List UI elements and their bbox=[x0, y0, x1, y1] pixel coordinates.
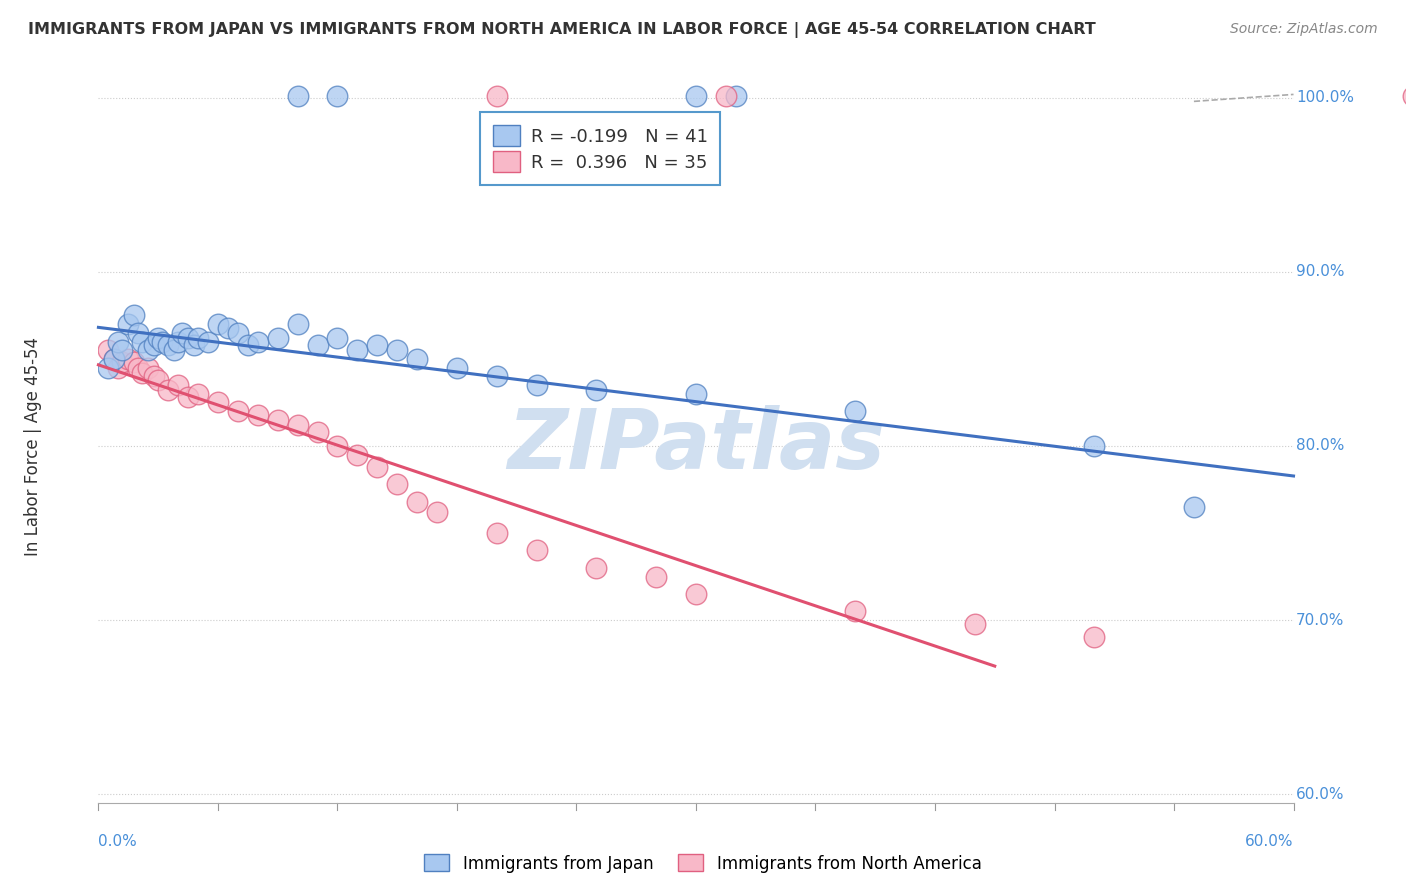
Point bbox=[366, 459, 388, 474]
Point bbox=[187, 386, 209, 401]
Point bbox=[167, 378, 190, 392]
Point bbox=[187, 331, 209, 345]
Point bbox=[150, 334, 173, 349]
Point bbox=[385, 477, 409, 491]
Text: Source: ZipAtlas.com: Source: ZipAtlas.com bbox=[1230, 22, 1378, 37]
Point bbox=[406, 351, 429, 366]
Point bbox=[148, 373, 170, 387]
Point bbox=[685, 386, 707, 401]
Text: 0.0%: 0.0% bbox=[98, 834, 138, 849]
Point bbox=[207, 317, 229, 331]
Text: ZIPatlas: ZIPatlas bbox=[508, 406, 884, 486]
Point bbox=[585, 384, 607, 398]
Point bbox=[307, 425, 329, 439]
Point bbox=[526, 543, 548, 558]
Point bbox=[177, 331, 200, 345]
Point bbox=[485, 369, 508, 384]
Point bbox=[685, 587, 707, 601]
Point bbox=[183, 338, 205, 352]
Point bbox=[326, 89, 349, 103]
Point bbox=[963, 616, 986, 631]
Text: In Labor Force | Age 45-54: In Labor Force | Age 45-54 bbox=[24, 336, 42, 556]
Point bbox=[124, 309, 146, 323]
Point bbox=[127, 326, 149, 340]
Point bbox=[307, 338, 329, 352]
Point bbox=[724, 89, 747, 103]
Point bbox=[485, 526, 508, 541]
Point bbox=[207, 395, 229, 409]
Point bbox=[685, 89, 707, 103]
Point bbox=[97, 343, 120, 358]
Legend: R = -0.199   N = 41, R =  0.396   N = 35: R = -0.199 N = 41, R = 0.396 N = 35 bbox=[481, 112, 720, 185]
Point bbox=[124, 355, 146, 369]
Point bbox=[226, 326, 249, 340]
Point bbox=[97, 360, 120, 375]
Point bbox=[148, 331, 170, 345]
Point bbox=[107, 334, 129, 349]
Point bbox=[246, 334, 269, 349]
Point bbox=[127, 360, 149, 375]
Point bbox=[177, 390, 200, 404]
Text: 90.0%: 90.0% bbox=[1296, 264, 1344, 279]
Point bbox=[117, 351, 139, 366]
Point bbox=[217, 320, 239, 334]
Point bbox=[426, 505, 449, 519]
Point bbox=[844, 404, 866, 418]
Point bbox=[103, 351, 125, 366]
Point bbox=[167, 334, 190, 349]
Point bbox=[1402, 89, 1406, 103]
Point bbox=[103, 351, 125, 366]
Point bbox=[107, 360, 129, 375]
Point bbox=[714, 89, 737, 103]
Point bbox=[157, 338, 180, 352]
Point bbox=[585, 561, 607, 575]
Text: 60.0%: 60.0% bbox=[1246, 834, 1294, 849]
Point bbox=[1182, 500, 1205, 514]
Point bbox=[172, 326, 194, 340]
Text: 100.0%: 100.0% bbox=[1296, 90, 1354, 105]
Point bbox=[446, 360, 468, 375]
Point bbox=[526, 378, 548, 392]
Point bbox=[143, 338, 166, 352]
Point bbox=[163, 343, 186, 358]
Legend: Immigrants from Japan, Immigrants from North America: Immigrants from Japan, Immigrants from N… bbox=[418, 847, 988, 880]
Point bbox=[267, 413, 290, 427]
Point bbox=[226, 404, 249, 418]
Text: IMMIGRANTS FROM JAPAN VS IMMIGRANTS FROM NORTH AMERICA IN LABOR FORCE | AGE 45-5: IMMIGRANTS FROM JAPAN VS IMMIGRANTS FROM… bbox=[28, 22, 1095, 38]
Text: 70.0%: 70.0% bbox=[1296, 613, 1344, 628]
Point bbox=[287, 317, 309, 331]
Point bbox=[267, 331, 290, 345]
Point bbox=[117, 317, 139, 331]
Point bbox=[157, 384, 180, 398]
Point bbox=[1083, 631, 1105, 645]
Point bbox=[143, 369, 166, 384]
Point bbox=[326, 439, 349, 453]
Point bbox=[1083, 439, 1105, 453]
Point bbox=[326, 331, 349, 345]
Point bbox=[346, 343, 368, 358]
Point bbox=[236, 338, 259, 352]
Point bbox=[485, 89, 508, 103]
Point bbox=[406, 494, 429, 508]
Point bbox=[131, 334, 153, 349]
Point bbox=[346, 448, 368, 462]
Point bbox=[287, 418, 309, 433]
Text: 60.0%: 60.0% bbox=[1296, 787, 1344, 802]
Point bbox=[287, 89, 309, 103]
Text: 80.0%: 80.0% bbox=[1296, 439, 1344, 453]
Point bbox=[136, 360, 159, 375]
Point bbox=[111, 343, 134, 358]
Point bbox=[366, 338, 388, 352]
Point bbox=[197, 334, 219, 349]
Point bbox=[844, 604, 866, 618]
Point bbox=[131, 366, 153, 380]
Point bbox=[111, 355, 134, 369]
Point bbox=[645, 569, 668, 583]
Point bbox=[385, 343, 409, 358]
Point bbox=[246, 408, 269, 422]
Point bbox=[136, 343, 159, 358]
